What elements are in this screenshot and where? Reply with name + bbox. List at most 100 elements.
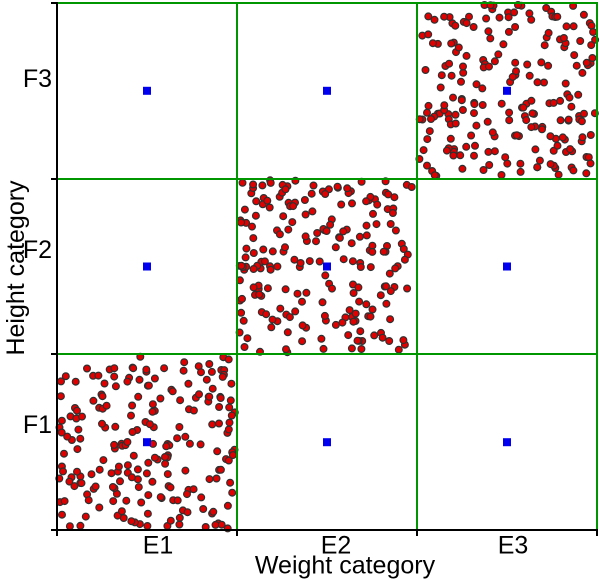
data-point — [399, 245, 408, 254]
data-point — [300, 196, 309, 205]
data-point — [281, 285, 290, 294]
data-point — [337, 200, 346, 209]
data-point — [424, 101, 433, 110]
data-point — [471, 141, 480, 150]
data-point — [511, 58, 520, 67]
data-point — [288, 218, 297, 227]
data-point — [344, 331, 353, 340]
data-point — [308, 207, 317, 216]
data-point — [97, 419, 106, 428]
data-point — [82, 364, 91, 373]
data-point — [451, 119, 460, 128]
data-point — [484, 27, 493, 36]
data-point — [175, 513, 184, 522]
axis-labels: F3 F2 F1 E1 E2 E3 Weight category Height… — [2, 65, 528, 580]
data-point — [348, 257, 357, 266]
data-point — [123, 461, 132, 470]
data-point — [454, 43, 463, 52]
data-point — [504, 13, 513, 22]
data-point — [56, 392, 65, 401]
data-point — [569, 22, 578, 31]
x-tick-label-e2: E2 — [321, 532, 352, 560]
data-point — [579, 109, 588, 118]
data-point — [386, 220, 395, 229]
data-point — [537, 125, 546, 134]
data-point — [213, 447, 222, 456]
data-point — [89, 396, 98, 405]
data-point — [100, 379, 109, 388]
data-point — [356, 263, 365, 272]
data-point — [148, 407, 157, 416]
data-point — [110, 372, 119, 381]
data-point — [400, 255, 409, 264]
axes-layer — [51, 2, 598, 536]
data-point — [372, 220, 381, 229]
data-point — [298, 321, 307, 330]
data-point — [72, 467, 81, 476]
data-point — [356, 327, 365, 336]
data-point — [95, 465, 104, 474]
data-point — [150, 374, 159, 383]
data-point — [76, 434, 85, 443]
data-point — [556, 96, 565, 105]
data-point — [142, 365, 151, 374]
data-point — [343, 184, 352, 193]
data-point — [145, 420, 154, 429]
data-point — [108, 483, 117, 492]
data-point — [243, 334, 252, 343]
y-tick-label-f3: F3 — [23, 65, 52, 93]
data-point — [249, 234, 258, 243]
data-point — [333, 182, 342, 191]
data-point — [351, 309, 360, 318]
data-point — [227, 379, 236, 388]
data-point — [470, 151, 479, 160]
data-point — [150, 453, 159, 462]
data-point — [237, 261, 246, 270]
data-point — [107, 469, 116, 478]
data-point — [216, 394, 225, 403]
cell-center-marker — [143, 86, 151, 95]
data-point — [260, 257, 269, 266]
data-point — [127, 517, 136, 526]
data-point — [266, 178, 275, 187]
data-point — [156, 394, 165, 403]
data-point — [207, 367, 216, 376]
data-point — [458, 164, 467, 173]
data-point — [339, 255, 348, 264]
data-point — [449, 93, 458, 102]
data-point — [582, 169, 591, 178]
data-point — [281, 243, 290, 252]
data-point — [562, 22, 571, 31]
data-point — [486, 34, 495, 43]
data-point — [497, 99, 506, 108]
data-point — [301, 232, 310, 241]
data-point — [63, 432, 72, 441]
data-point — [516, 159, 525, 168]
data-point — [115, 477, 124, 486]
data-point — [458, 105, 467, 114]
data-point — [180, 358, 189, 367]
data-point — [122, 496, 131, 505]
data-point — [163, 470, 172, 479]
data-point — [91, 482, 100, 491]
data-point — [326, 220, 335, 229]
data-point — [258, 181, 267, 190]
data-point — [508, 72, 517, 81]
data-point — [442, 146, 451, 155]
data-point — [134, 392, 143, 401]
data-point — [282, 345, 291, 354]
data-point — [447, 71, 456, 80]
data-point — [123, 438, 132, 447]
data-point — [423, 135, 432, 144]
data-point — [376, 291, 385, 300]
data-point — [349, 317, 358, 326]
data-point — [328, 284, 337, 293]
data-point — [98, 392, 107, 401]
data-point — [263, 284, 272, 293]
data-point — [369, 209, 378, 218]
data-point — [370, 331, 379, 340]
data-point — [386, 315, 395, 324]
data-point — [528, 109, 537, 118]
data-point — [567, 102, 576, 111]
